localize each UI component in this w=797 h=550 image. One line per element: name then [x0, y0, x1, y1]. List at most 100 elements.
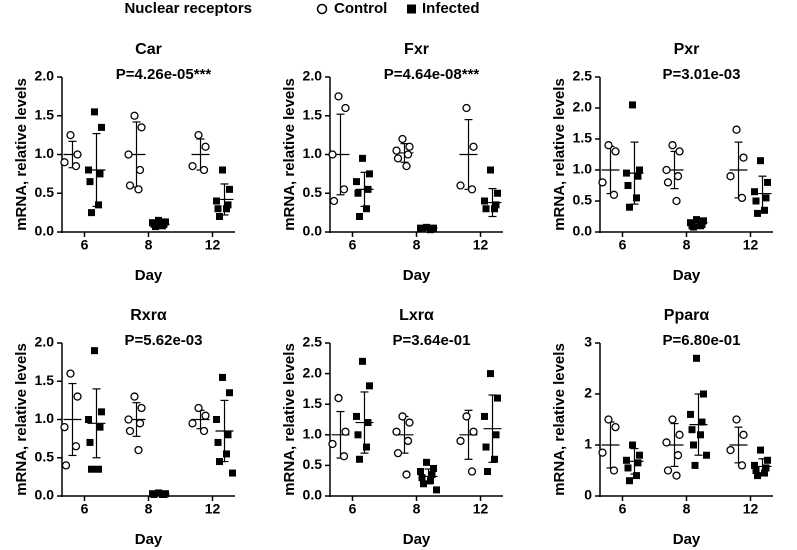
- x-tick-label: 12: [743, 501, 759, 517]
- control-point: [662, 438, 671, 447]
- infected-point: [481, 412, 489, 420]
- control-point: [675, 430, 684, 439]
- x-tick-label: 8: [145, 501, 153, 517]
- x-axis-label: Day: [403, 267, 431, 284]
- infected-point: [761, 469, 769, 477]
- control-point: [604, 141, 613, 150]
- control-point: [137, 123, 146, 132]
- control-point: [130, 111, 139, 120]
- infected-point: [226, 389, 234, 397]
- infected-point: [86, 178, 94, 186]
- infected-point: [355, 455, 363, 463]
- infected-point: [214, 205, 222, 213]
- infected-point: [690, 223, 697, 231]
- x-tick-label: 6: [349, 237, 357, 253]
- control-point: [199, 165, 209, 175]
- annotation: P=6.80e-01: [663, 332, 741, 349]
- control-point: [137, 403, 146, 413]
- infected-point: [700, 390, 707, 398]
- infected-point: [358, 154, 366, 162]
- chart-title: Car: [135, 41, 162, 58]
- legend-marker: [316, 3, 328, 15]
- control-point: [66, 369, 75, 378]
- infected-point: [90, 347, 98, 355]
- infected-point: [481, 197, 489, 205]
- legend-label: Infected: [422, 0, 480, 17]
- control-point: [339, 452, 349, 461]
- y-tick-label: 2: [584, 385, 592, 401]
- y-tick-label: 0.0: [303, 487, 323, 503]
- control-point: [668, 141, 677, 150]
- control-point: [609, 190, 619, 199]
- control-point: [675, 147, 684, 156]
- infected-point: [420, 480, 427, 488]
- infected-point: [754, 209, 762, 217]
- x-tick-label: 8: [145, 237, 153, 253]
- infected-point: [700, 217, 707, 225]
- infected-point: [216, 213, 224, 220]
- infected-point: [428, 471, 436, 479]
- control-point: [125, 426, 135, 436]
- infected-point: [219, 373, 227, 381]
- y-tick-label: 1.0: [35, 145, 55, 161]
- x-tick-label: 8: [683, 237, 691, 253]
- infected-point: [487, 166, 495, 174]
- control-point: [124, 415, 133, 424]
- infected-point: [155, 216, 162, 224]
- x-tick-label: 6: [619, 237, 627, 253]
- control-point: [60, 422, 69, 432]
- y-axis-label: mRNA, relative levels: [13, 78, 30, 231]
- y-tick-label: 1.0: [303, 426, 323, 442]
- control-point: [328, 439, 337, 449]
- infected-point: [632, 194, 640, 202]
- infected-point: [622, 169, 630, 177]
- x-tick-label: 8: [413, 237, 421, 253]
- infected-point: [752, 197, 760, 205]
- infected-point: [352, 178, 360, 186]
- infected-point: [427, 226, 434, 234]
- infected-point: [423, 223, 430, 231]
- control-point: [739, 153, 748, 162]
- infected-point: [757, 157, 765, 165]
- control-point: [469, 142, 478, 151]
- x-axis-label: Day: [135, 531, 163, 548]
- y-tick-label: 2.0: [35, 334, 55, 350]
- x-tick-label: 6: [81, 501, 89, 517]
- control-point: [130, 392, 139, 401]
- control-point: [125, 181, 135, 190]
- control-point: [194, 130, 203, 140]
- infected-point: [155, 489, 162, 497]
- control-point: [737, 193, 747, 203]
- control-point: [341, 103, 350, 113]
- infected-point: [625, 203, 633, 211]
- infected-point: [634, 459, 642, 467]
- y-tick-label: 2.0: [303, 68, 323, 84]
- y-tick-label: 1.5: [35, 106, 55, 122]
- control-point: [199, 426, 209, 436]
- infected-point: [697, 431, 704, 439]
- x-tick-label: 8: [683, 501, 691, 517]
- infected-point: [625, 477, 633, 485]
- control-point: [469, 427, 478, 436]
- infected-point: [762, 464, 770, 472]
- y-axis-label: mRNA, relative levels: [551, 343, 568, 496]
- y-tick-label: 2.0: [303, 364, 323, 380]
- infected-point: [97, 408, 105, 416]
- infected-point: [94, 465, 102, 473]
- infected-point: [482, 443, 490, 451]
- infected-point: [354, 431, 362, 439]
- infected-point: [96, 423, 104, 431]
- control-point: [403, 436, 413, 446]
- infected-point: [624, 182, 632, 189]
- infected-point: [224, 201, 232, 209]
- control-point: [134, 445, 143, 455]
- y-tick-label: 0.5: [35, 184, 55, 200]
- control-point: [61, 461, 71, 470]
- infected-point: [96, 170, 104, 178]
- infected-point: [213, 416, 221, 423]
- x-tick-label: 12: [205, 501, 221, 517]
- infected-point: [628, 441, 636, 449]
- control-point: [334, 393, 343, 403]
- infected-point: [355, 213, 363, 220]
